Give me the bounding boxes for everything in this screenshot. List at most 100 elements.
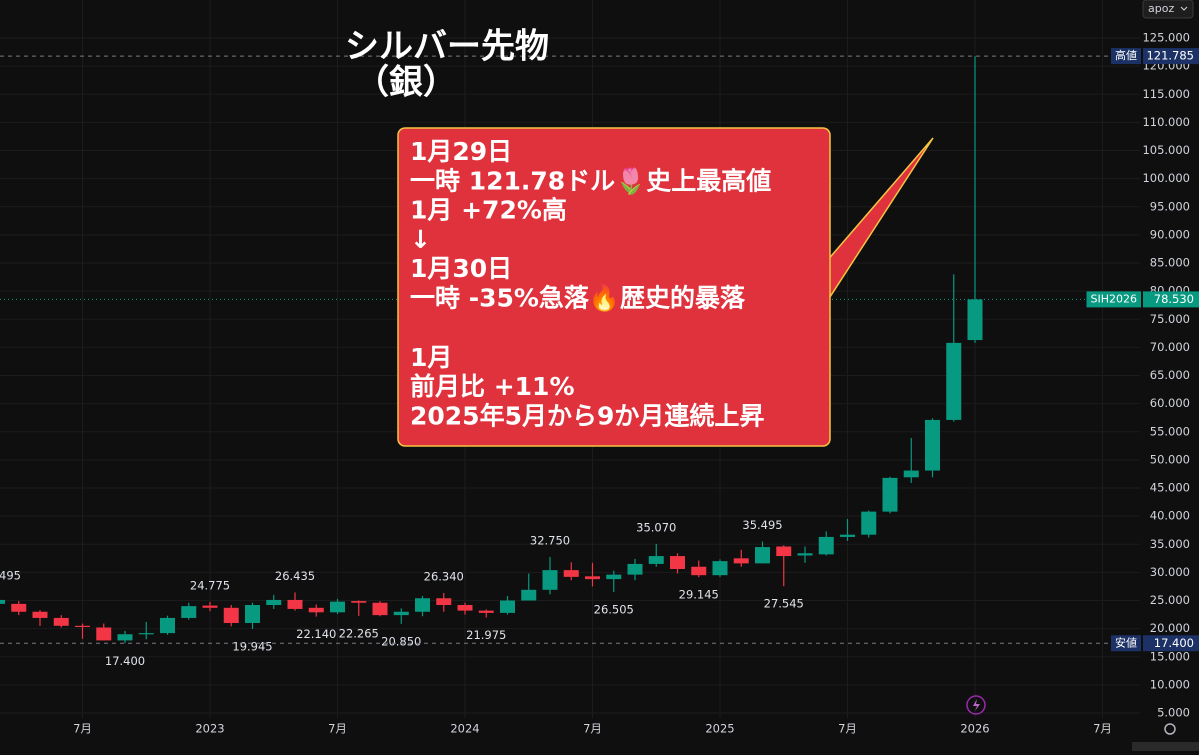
low-label: 17.400: [105, 654, 145, 668]
callout-box: [397, 127, 831, 447]
x-tick-label: 2024: [450, 722, 479, 736]
candle-body: [372, 602, 388, 616]
candle-body: [882, 477, 898, 512]
candle-body: [733, 558, 749, 564]
menu-chevron: [1180, 6, 1188, 11]
candle-body: [436, 598, 452, 605]
candle-body: [500, 600, 515, 613]
x-tick-label: 7月: [73, 722, 92, 736]
high-label: 35.495: [742, 518, 782, 532]
candle-body: [287, 599, 303, 609]
candle-body: [861, 511, 877, 535]
price-name-tag: [1111, 48, 1141, 65]
y-tick-label: 55.000: [1150, 424, 1190, 438]
candle-body: [818, 536, 834, 555]
candle-body: [32, 611, 48, 618]
low-label: 29.145: [679, 588, 719, 602]
low-label: 21.975: [466, 628, 506, 642]
y-tick-label: 125.000: [1142, 31, 1190, 45]
settings-icon[interactable]: [1164, 723, 1176, 735]
y-tick-label: 95.000: [1150, 199, 1190, 213]
candle-body: [160, 617, 175, 634]
scroll-tab: [1132, 742, 1199, 751]
y-tick-label: 85.000: [1150, 256, 1190, 270]
price-value: 121.785: [1146, 49, 1194, 63]
callout-line: 一時 -35%急落🔥歴史的暴落: [410, 284, 746, 313]
callout-line: 2025年5月から9か月連続上昇: [410, 401, 764, 430]
y-tick-label: 35.000: [1150, 537, 1190, 551]
price-line-name: 安値: [1115, 635, 1137, 649]
x-tick-label: 2025: [705, 722, 734, 736]
x-tick-label: 7月: [1093, 722, 1112, 736]
y-tick-label: 40.000: [1150, 509, 1190, 523]
price-value: 78.530: [1154, 292, 1194, 306]
candle-body: [96, 627, 112, 641]
candle-body: [223, 607, 239, 623]
price-name-tag: [1086, 291, 1141, 308]
y-tick-label: 65.000: [1150, 368, 1190, 382]
low-label: 22.140: [296, 627, 336, 641]
chart-subtitle: （銀）: [355, 63, 457, 103]
candle-body: [967, 299, 983, 341]
x-tick-label: 7月: [328, 722, 347, 736]
candle-body: [521, 589, 537, 601]
callout-line: 1月: [410, 343, 452, 372]
low-label: 27.545: [764, 597, 804, 611]
high-label: 32.750: [530, 533, 570, 547]
callout-line: ↓: [410, 225, 431, 254]
candle-body: [457, 605, 473, 611]
candle-body: [840, 534, 855, 537]
y-tick-label: 5.000: [1157, 706, 1190, 720]
candle-body: [691, 566, 707, 576]
high-label: 35.070: [636, 520, 676, 534]
candle-body: [903, 470, 919, 478]
candle-body: [415, 598, 430, 612]
symbol-menu-label[interactable]: apoz: [1148, 2, 1174, 15]
candle-body: [542, 570, 558, 590]
candle-body: [11, 603, 27, 612]
y-tick-label: 70.000: [1150, 340, 1190, 354]
candle-body: [117, 634, 133, 641]
event-bolt: [973, 699, 980, 711]
high-label: 26.435: [275, 569, 315, 583]
candle-body: [776, 546, 792, 557]
y-tick-label: 90.000: [1150, 227, 1190, 241]
y-tick-label: 25.000: [1150, 593, 1190, 607]
y-tick-label: 45.000: [1150, 481, 1190, 495]
symbol-menu[interactable]: [1142, 0, 1194, 19]
event-icon[interactable]: [966, 695, 986, 715]
candle-body: [330, 601, 345, 613]
candle-body: [648, 556, 664, 564]
candle-body: [712, 561, 728, 576]
price-name-tag: [1111, 635, 1141, 652]
low-label: 20.850: [381, 634, 421, 648]
y-tick-label: 20.000: [1150, 621, 1190, 635]
high-label: 24.775: [190, 578, 230, 592]
price-value-tag: [1143, 635, 1199, 652]
candle-body: [478, 610, 494, 613]
x-tick-label: 7月: [583, 722, 602, 736]
y-tick-label: 75.000: [1150, 312, 1190, 326]
y-tick-label: 115.000: [1142, 87, 1190, 101]
candle-body: [75, 625, 90, 628]
y-tick-label: 110.000: [1142, 115, 1190, 129]
candle-body: [202, 605, 218, 608]
callout-line: 一時 121.78ドル🌷史上最高値: [410, 166, 771, 195]
y-tick-label: 10.000: [1150, 677, 1190, 691]
chart-title: シルバー先物: [345, 27, 549, 67]
candle-body: [946, 342, 962, 420]
candle-body: [925, 419, 940, 471]
price-line-name: 高値: [1115, 48, 1137, 62]
low-label: 26.505: [594, 603, 634, 617]
price-value-tag: [1143, 48, 1199, 65]
candle-body: [0, 599, 5, 604]
candle-body: [755, 547, 770, 564]
high-label: 495: [0, 569, 21, 583]
candle-body: [266, 599, 282, 605]
callout-line: 1月 +72%高: [410, 196, 567, 225]
candle-body: [393, 611, 409, 616]
y-tick-label: 105.000: [1142, 143, 1190, 157]
candle-body: [670, 556, 685, 569]
candle-body: [181, 606, 197, 618]
candle-body: [245, 605, 260, 623]
